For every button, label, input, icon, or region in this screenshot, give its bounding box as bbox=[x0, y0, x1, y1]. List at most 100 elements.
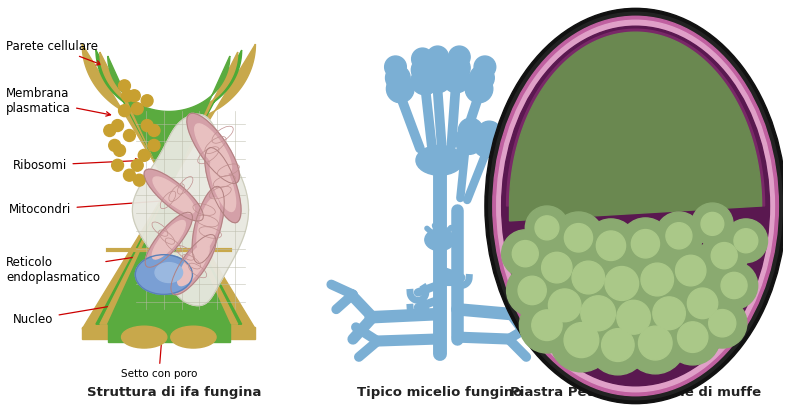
Circle shape bbox=[469, 65, 495, 90]
Text: Struttura di ifa fungina: Struttura di ifa fungina bbox=[87, 386, 261, 399]
Bar bbox=[82, 327, 256, 339]
Circle shape bbox=[592, 253, 653, 314]
Circle shape bbox=[427, 46, 449, 68]
Polygon shape bbox=[108, 56, 229, 324]
Ellipse shape bbox=[192, 186, 224, 263]
Text: Piastra Petri con colonie di muffe: Piastra Petri con colonie di muffe bbox=[510, 386, 761, 399]
Circle shape bbox=[665, 309, 720, 365]
Circle shape bbox=[109, 140, 121, 152]
Circle shape bbox=[666, 223, 692, 249]
Circle shape bbox=[700, 232, 748, 280]
Circle shape bbox=[663, 243, 719, 298]
Circle shape bbox=[507, 265, 558, 316]
Circle shape bbox=[112, 159, 124, 171]
Circle shape bbox=[655, 212, 703, 260]
Circle shape bbox=[465, 75, 493, 103]
Ellipse shape bbox=[197, 198, 219, 252]
Circle shape bbox=[603, 287, 664, 348]
Circle shape bbox=[638, 326, 672, 360]
Circle shape bbox=[411, 57, 436, 82]
Ellipse shape bbox=[416, 145, 463, 175]
Circle shape bbox=[711, 242, 737, 269]
Circle shape bbox=[118, 80, 130, 92]
Circle shape bbox=[141, 120, 153, 131]
Circle shape bbox=[502, 230, 549, 278]
Polygon shape bbox=[82, 44, 256, 329]
Ellipse shape bbox=[205, 147, 241, 223]
Circle shape bbox=[473, 130, 501, 157]
Circle shape bbox=[148, 140, 160, 152]
Circle shape bbox=[709, 310, 736, 337]
Circle shape bbox=[426, 55, 450, 81]
Circle shape bbox=[141, 95, 153, 107]
Circle shape bbox=[688, 288, 718, 319]
Circle shape bbox=[565, 223, 592, 252]
Circle shape bbox=[411, 67, 438, 95]
Ellipse shape bbox=[135, 255, 192, 294]
Circle shape bbox=[721, 272, 747, 299]
Circle shape bbox=[605, 266, 638, 300]
Circle shape bbox=[588, 315, 647, 375]
Circle shape bbox=[676, 255, 706, 286]
Circle shape bbox=[131, 103, 143, 115]
Ellipse shape bbox=[153, 177, 195, 213]
Polygon shape bbox=[133, 114, 249, 306]
Circle shape bbox=[131, 159, 143, 171]
Text: Ribosomi: Ribosomi bbox=[13, 159, 140, 172]
Ellipse shape bbox=[195, 124, 232, 173]
Ellipse shape bbox=[210, 159, 236, 211]
Circle shape bbox=[596, 231, 626, 261]
Text: Tipico micelio fungino: Tipico micelio fungino bbox=[357, 386, 522, 399]
Circle shape bbox=[553, 212, 604, 263]
Circle shape bbox=[112, 120, 124, 131]
Text: Nucleo: Nucleo bbox=[13, 299, 147, 326]
Polygon shape bbox=[96, 50, 241, 324]
Circle shape bbox=[542, 252, 572, 283]
Circle shape bbox=[724, 219, 768, 263]
Circle shape bbox=[711, 261, 757, 309]
Polygon shape bbox=[100, 52, 237, 324]
Text: Parete cellulare: Parete cellulare bbox=[6, 40, 101, 65]
Circle shape bbox=[387, 75, 414, 103]
Circle shape bbox=[675, 275, 730, 331]
Ellipse shape bbox=[187, 113, 239, 183]
Text: Membrana
plasmatica: Membrana plasmatica bbox=[6, 87, 110, 116]
Circle shape bbox=[526, 206, 569, 250]
Circle shape bbox=[535, 275, 594, 335]
Circle shape bbox=[581, 296, 615, 331]
Circle shape bbox=[564, 323, 599, 358]
Bar bbox=[108, 324, 229, 342]
Circle shape bbox=[698, 298, 747, 348]
Text: Mitocondri: Mitocondri bbox=[10, 199, 170, 216]
Circle shape bbox=[477, 121, 502, 146]
Ellipse shape bbox=[489, 12, 782, 400]
Circle shape bbox=[384, 56, 407, 78]
Circle shape bbox=[519, 297, 575, 353]
Circle shape bbox=[625, 312, 686, 374]
Circle shape bbox=[620, 218, 671, 270]
Circle shape bbox=[386, 65, 410, 90]
Circle shape bbox=[584, 219, 638, 273]
Circle shape bbox=[701, 212, 724, 235]
Ellipse shape bbox=[171, 326, 216, 348]
Circle shape bbox=[518, 276, 546, 305]
Ellipse shape bbox=[121, 326, 167, 348]
Ellipse shape bbox=[502, 26, 769, 386]
Ellipse shape bbox=[152, 221, 185, 259]
Ellipse shape bbox=[485, 8, 786, 404]
Circle shape bbox=[474, 56, 495, 78]
Circle shape bbox=[458, 118, 483, 143]
Text: Setto con poro: Setto con poro bbox=[121, 254, 197, 379]
Ellipse shape bbox=[144, 169, 203, 221]
Circle shape bbox=[550, 309, 613, 372]
Ellipse shape bbox=[497, 20, 774, 392]
Ellipse shape bbox=[493, 16, 778, 396]
Circle shape bbox=[567, 282, 630, 345]
Circle shape bbox=[559, 248, 618, 307]
Circle shape bbox=[631, 230, 660, 258]
Circle shape bbox=[133, 174, 145, 186]
Circle shape bbox=[442, 65, 470, 93]
Circle shape bbox=[129, 90, 141, 102]
Text: Reticolo
endoplasmatico: Reticolo endoplasmatico bbox=[6, 254, 147, 284]
Circle shape bbox=[628, 250, 687, 309]
